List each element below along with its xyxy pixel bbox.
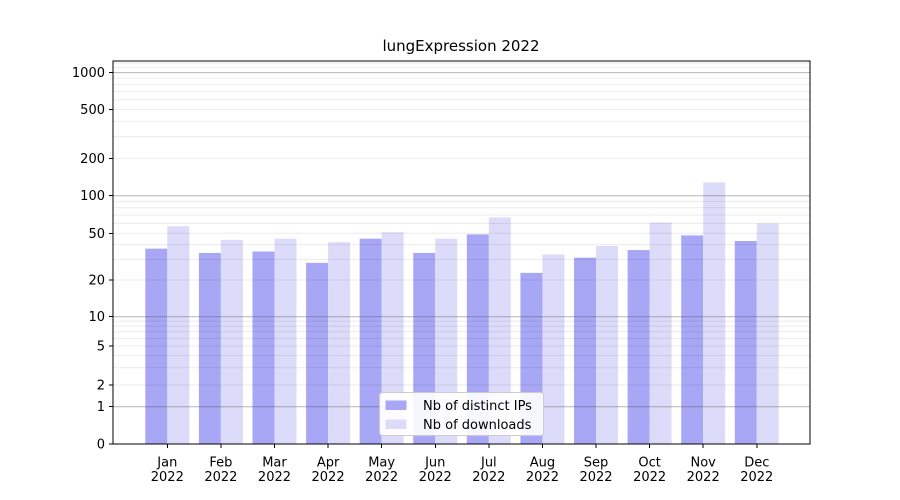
bar-distinct-ips-apr xyxy=(306,262,329,444)
bar-distinct-ips-jan xyxy=(145,248,168,444)
gridlines-layer xyxy=(113,62,810,408)
x-tick-label-year: 2022 xyxy=(740,470,773,485)
legend-label-downloads: Nb of downloads xyxy=(423,418,532,433)
x-tick-label-year: 2022 xyxy=(687,470,720,485)
bar-downloads-sep xyxy=(596,245,619,444)
y-tick-label: 20 xyxy=(88,273,105,288)
x-tick-label-year: 2022 xyxy=(526,470,559,485)
y-tick-label: 500 xyxy=(80,103,105,118)
y-tick-label: 1000 xyxy=(72,66,105,81)
chart-title: lungExpression 2022 xyxy=(382,37,539,55)
x-tick-label-month: Aug xyxy=(530,456,555,471)
y-tick-label: 200 xyxy=(80,152,105,167)
bar-downloads-jan xyxy=(167,226,190,444)
y-tick-label: 50 xyxy=(88,227,105,242)
x-tick-label-year: 2022 xyxy=(579,470,612,485)
bar-downloads-nov xyxy=(703,182,726,444)
legend-box xyxy=(379,392,544,436)
bar-downloads-feb xyxy=(220,239,243,444)
y-tick-label: 100 xyxy=(80,189,105,204)
x-tick-label-month: Dec xyxy=(744,456,769,471)
legend: Nb of distinct IPs Nb of downloads xyxy=(379,392,544,436)
bar-distinct-ips-oct xyxy=(627,250,650,444)
x-tick-label-month: Sep xyxy=(584,456,609,471)
bar-distinct-ips-mar xyxy=(252,251,275,444)
y-tick-label: 10 xyxy=(88,310,105,325)
x-tick-label-year: 2022 xyxy=(633,470,666,485)
x-tick-label-year: 2022 xyxy=(419,470,452,485)
bar-downloads-jul xyxy=(488,217,511,444)
bar-downloads-aug xyxy=(542,254,565,444)
x-tick-label-month: May xyxy=(368,456,395,471)
x-tick-label-year: 2022 xyxy=(258,470,291,485)
axes-layer: 01251020501002005001000Jan2022Feb2022Mar… xyxy=(72,60,811,485)
y-tick-label: 1 xyxy=(97,400,105,415)
legend-swatch-distinct-ips xyxy=(385,400,407,410)
bar-downloads-mar xyxy=(274,238,297,444)
legend-swatch-downloads xyxy=(385,419,407,429)
x-tick-label-year: 2022 xyxy=(151,470,184,485)
x-tick-label-month: Mar xyxy=(262,456,287,471)
x-tick-label-month: Jan xyxy=(156,456,177,471)
x-tick-label-year: 2022 xyxy=(204,470,237,485)
bar-distinct-ips-sep xyxy=(574,257,597,444)
x-tick-label-month: Feb xyxy=(209,456,232,471)
bar-downloads-dec xyxy=(756,223,779,444)
bar-downloads-oct xyxy=(649,222,672,444)
x-tick-label-month: Nov xyxy=(691,456,717,471)
bar-distinct-ips-jul xyxy=(466,234,489,444)
bar-downloads-may xyxy=(381,232,404,444)
y-tick-label: 5 xyxy=(97,339,105,354)
bar-distinct-ips-feb xyxy=(198,252,221,444)
bar-distinct-ips-nov xyxy=(681,235,704,444)
x-tick-label-year: 2022 xyxy=(472,470,505,485)
x-tick-label-month: Apr xyxy=(317,456,340,471)
x-tick-label-year: 2022 xyxy=(365,470,398,485)
plot-border xyxy=(112,60,811,445)
bar-distinct-ips-dec xyxy=(734,240,757,444)
y-tick-label: 0 xyxy=(97,438,105,453)
x-tick-label-month: Oct xyxy=(638,456,660,471)
bar-distinct-ips-may xyxy=(359,238,382,444)
x-tick-label-month: Jul xyxy=(480,456,497,471)
x-tick-label-year: 2022 xyxy=(312,470,345,485)
y-tick-label: 2 xyxy=(97,379,105,394)
legend-label-distinct-ips: Nb of distinct IPs xyxy=(423,399,532,414)
x-tick-label-month: Jun xyxy=(424,456,445,471)
bar-downloads-apr xyxy=(328,242,351,444)
